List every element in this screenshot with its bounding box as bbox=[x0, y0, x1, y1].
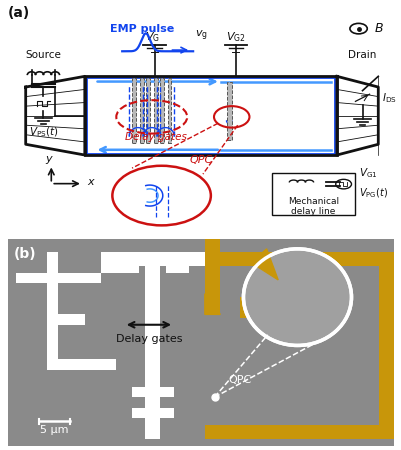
Text: QPC: QPC bbox=[227, 375, 251, 385]
Bar bbox=[227, 82, 231, 140]
Text: $v_{\rm g}$: $v_{\rm g}$ bbox=[194, 28, 207, 43]
Bar bbox=[87, 77, 334, 154]
Polygon shape bbox=[336, 76, 377, 155]
Bar bbox=[146, 78, 150, 143]
Text: (b): (b) bbox=[14, 247, 36, 261]
Polygon shape bbox=[205, 294, 220, 315]
Text: Source: Source bbox=[25, 50, 61, 60]
Text: 5 μm: 5 μm bbox=[40, 425, 69, 436]
Bar bbox=[131, 408, 145, 418]
Bar bbox=[47, 273, 100, 284]
Bar bbox=[205, 238, 220, 315]
Bar bbox=[47, 315, 85, 325]
Bar bbox=[140, 78, 144, 143]
Bar bbox=[85, 76, 336, 155]
Bar bbox=[239, 297, 347, 318]
Bar bbox=[100, 252, 216, 266]
Text: $V_{\rm G2}$: $V_{\rm G2}$ bbox=[225, 30, 245, 44]
Bar bbox=[47, 252, 58, 284]
Text: $y$: $y$ bbox=[45, 154, 54, 166]
Bar bbox=[167, 78, 171, 143]
Bar bbox=[166, 252, 189, 273]
Circle shape bbox=[243, 249, 350, 346]
Text: Delay gates: Delay gates bbox=[115, 334, 182, 344]
Text: $V_{\rm PG}(t)$: $V_{\rm PG}(t)$ bbox=[358, 186, 387, 200]
Bar bbox=[132, 78, 136, 143]
Text: $I_{\rm DS}$: $I_{\rm DS}$ bbox=[381, 91, 396, 105]
Bar bbox=[159, 78, 163, 143]
Text: $V_{\rm G}$: $V_{\rm G}$ bbox=[145, 30, 160, 44]
Bar bbox=[145, 411, 160, 439]
Text: Drain: Drain bbox=[348, 50, 376, 60]
Text: EMP pulse: EMP pulse bbox=[110, 24, 174, 34]
Bar bbox=[100, 252, 124, 273]
Bar bbox=[47, 273, 58, 369]
Bar bbox=[16, 273, 58, 284]
Bar bbox=[116, 252, 139, 273]
Polygon shape bbox=[251, 249, 277, 280]
Bar bbox=[47, 359, 116, 369]
Bar bbox=[271, 173, 354, 215]
Text: $V_{\rm PS}(t)$: $V_{\rm PS}(t)$ bbox=[28, 125, 58, 139]
Bar bbox=[378, 252, 393, 439]
Bar bbox=[205, 425, 393, 439]
Bar bbox=[131, 387, 145, 397]
Circle shape bbox=[112, 166, 211, 225]
Bar bbox=[160, 387, 174, 397]
Bar bbox=[205, 252, 393, 266]
Bar bbox=[160, 408, 174, 418]
Polygon shape bbox=[26, 76, 85, 155]
Bar bbox=[153, 78, 157, 143]
Bar bbox=[145, 252, 160, 425]
Bar bbox=[85, 76, 336, 155]
Text: (a): (a) bbox=[8, 6, 30, 20]
Text: $B$: $B$ bbox=[373, 22, 383, 35]
Text: Mechanical
delay line: Mechanical delay line bbox=[287, 197, 338, 216]
Text: QPC: QPC bbox=[189, 155, 212, 165]
Text: $x$: $x$ bbox=[87, 177, 95, 187]
Text: $V_{\rm G1}$: $V_{\rm G1}$ bbox=[358, 166, 377, 180]
Text: Delay gates: Delay gates bbox=[124, 131, 186, 141]
